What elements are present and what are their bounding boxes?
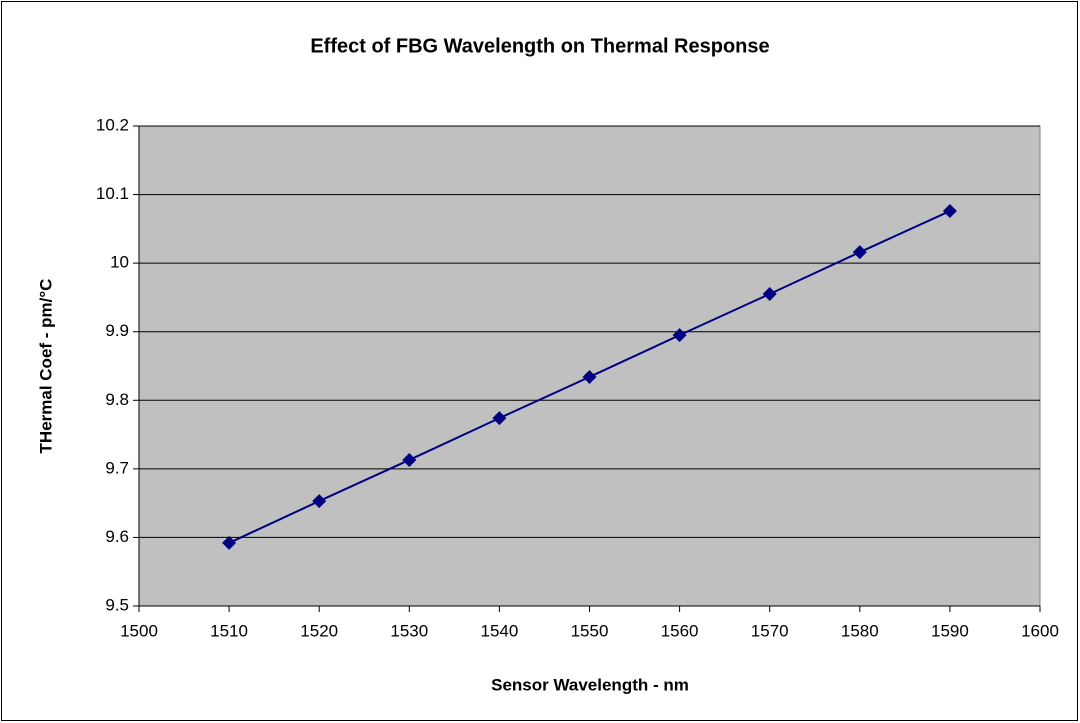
data-point: [852, 245, 867, 260]
x-tick-label: 1590: [931, 621, 969, 640]
y-tick-label: 9.5: [105, 595, 129, 614]
plot-area: [138, 125, 1041, 607]
y-tick-label: 9.7: [105, 458, 129, 477]
x-tick-label: 1530: [390, 621, 428, 640]
data-point: [672, 328, 687, 343]
x-tick-label: 1520: [300, 621, 338, 640]
y-tick-label: 10.1: [96, 184, 129, 203]
x-tick-label: 1570: [751, 621, 789, 640]
x-tick-label: 1560: [661, 621, 699, 640]
y-tick-label: 10.2: [96, 115, 129, 134]
data-point: [492, 411, 507, 426]
y-tick-label: 10: [110, 253, 129, 272]
y-tick-label: 9.9: [105, 321, 129, 340]
y-axis-label: THermal Coef - pm/°C: [36, 279, 55, 454]
data-point: [942, 204, 957, 219]
x-tick-label: 1580: [841, 621, 879, 640]
data-point: [402, 452, 417, 467]
x-tick-label: 1500: [120, 621, 158, 640]
y-tick-label: 9.6: [105, 527, 129, 546]
x-axis-label: Sensor Wavelength - nm: [491, 675, 689, 694]
data-point: [222, 535, 237, 550]
x-tick-label: 1510: [210, 621, 248, 640]
y-tick-label: 9.8: [105, 390, 129, 409]
chart-title: Effect of FBG Wavelength on Thermal Resp…: [310, 35, 769, 57]
x-tick-label: 1550: [571, 621, 609, 640]
data-point: [762, 287, 777, 301]
x-tick-label: 1540: [480, 621, 518, 640]
x-tick-label: 1600: [1021, 621, 1059, 640]
data-point: [582, 369, 597, 384]
data-point: [312, 494, 327, 509]
